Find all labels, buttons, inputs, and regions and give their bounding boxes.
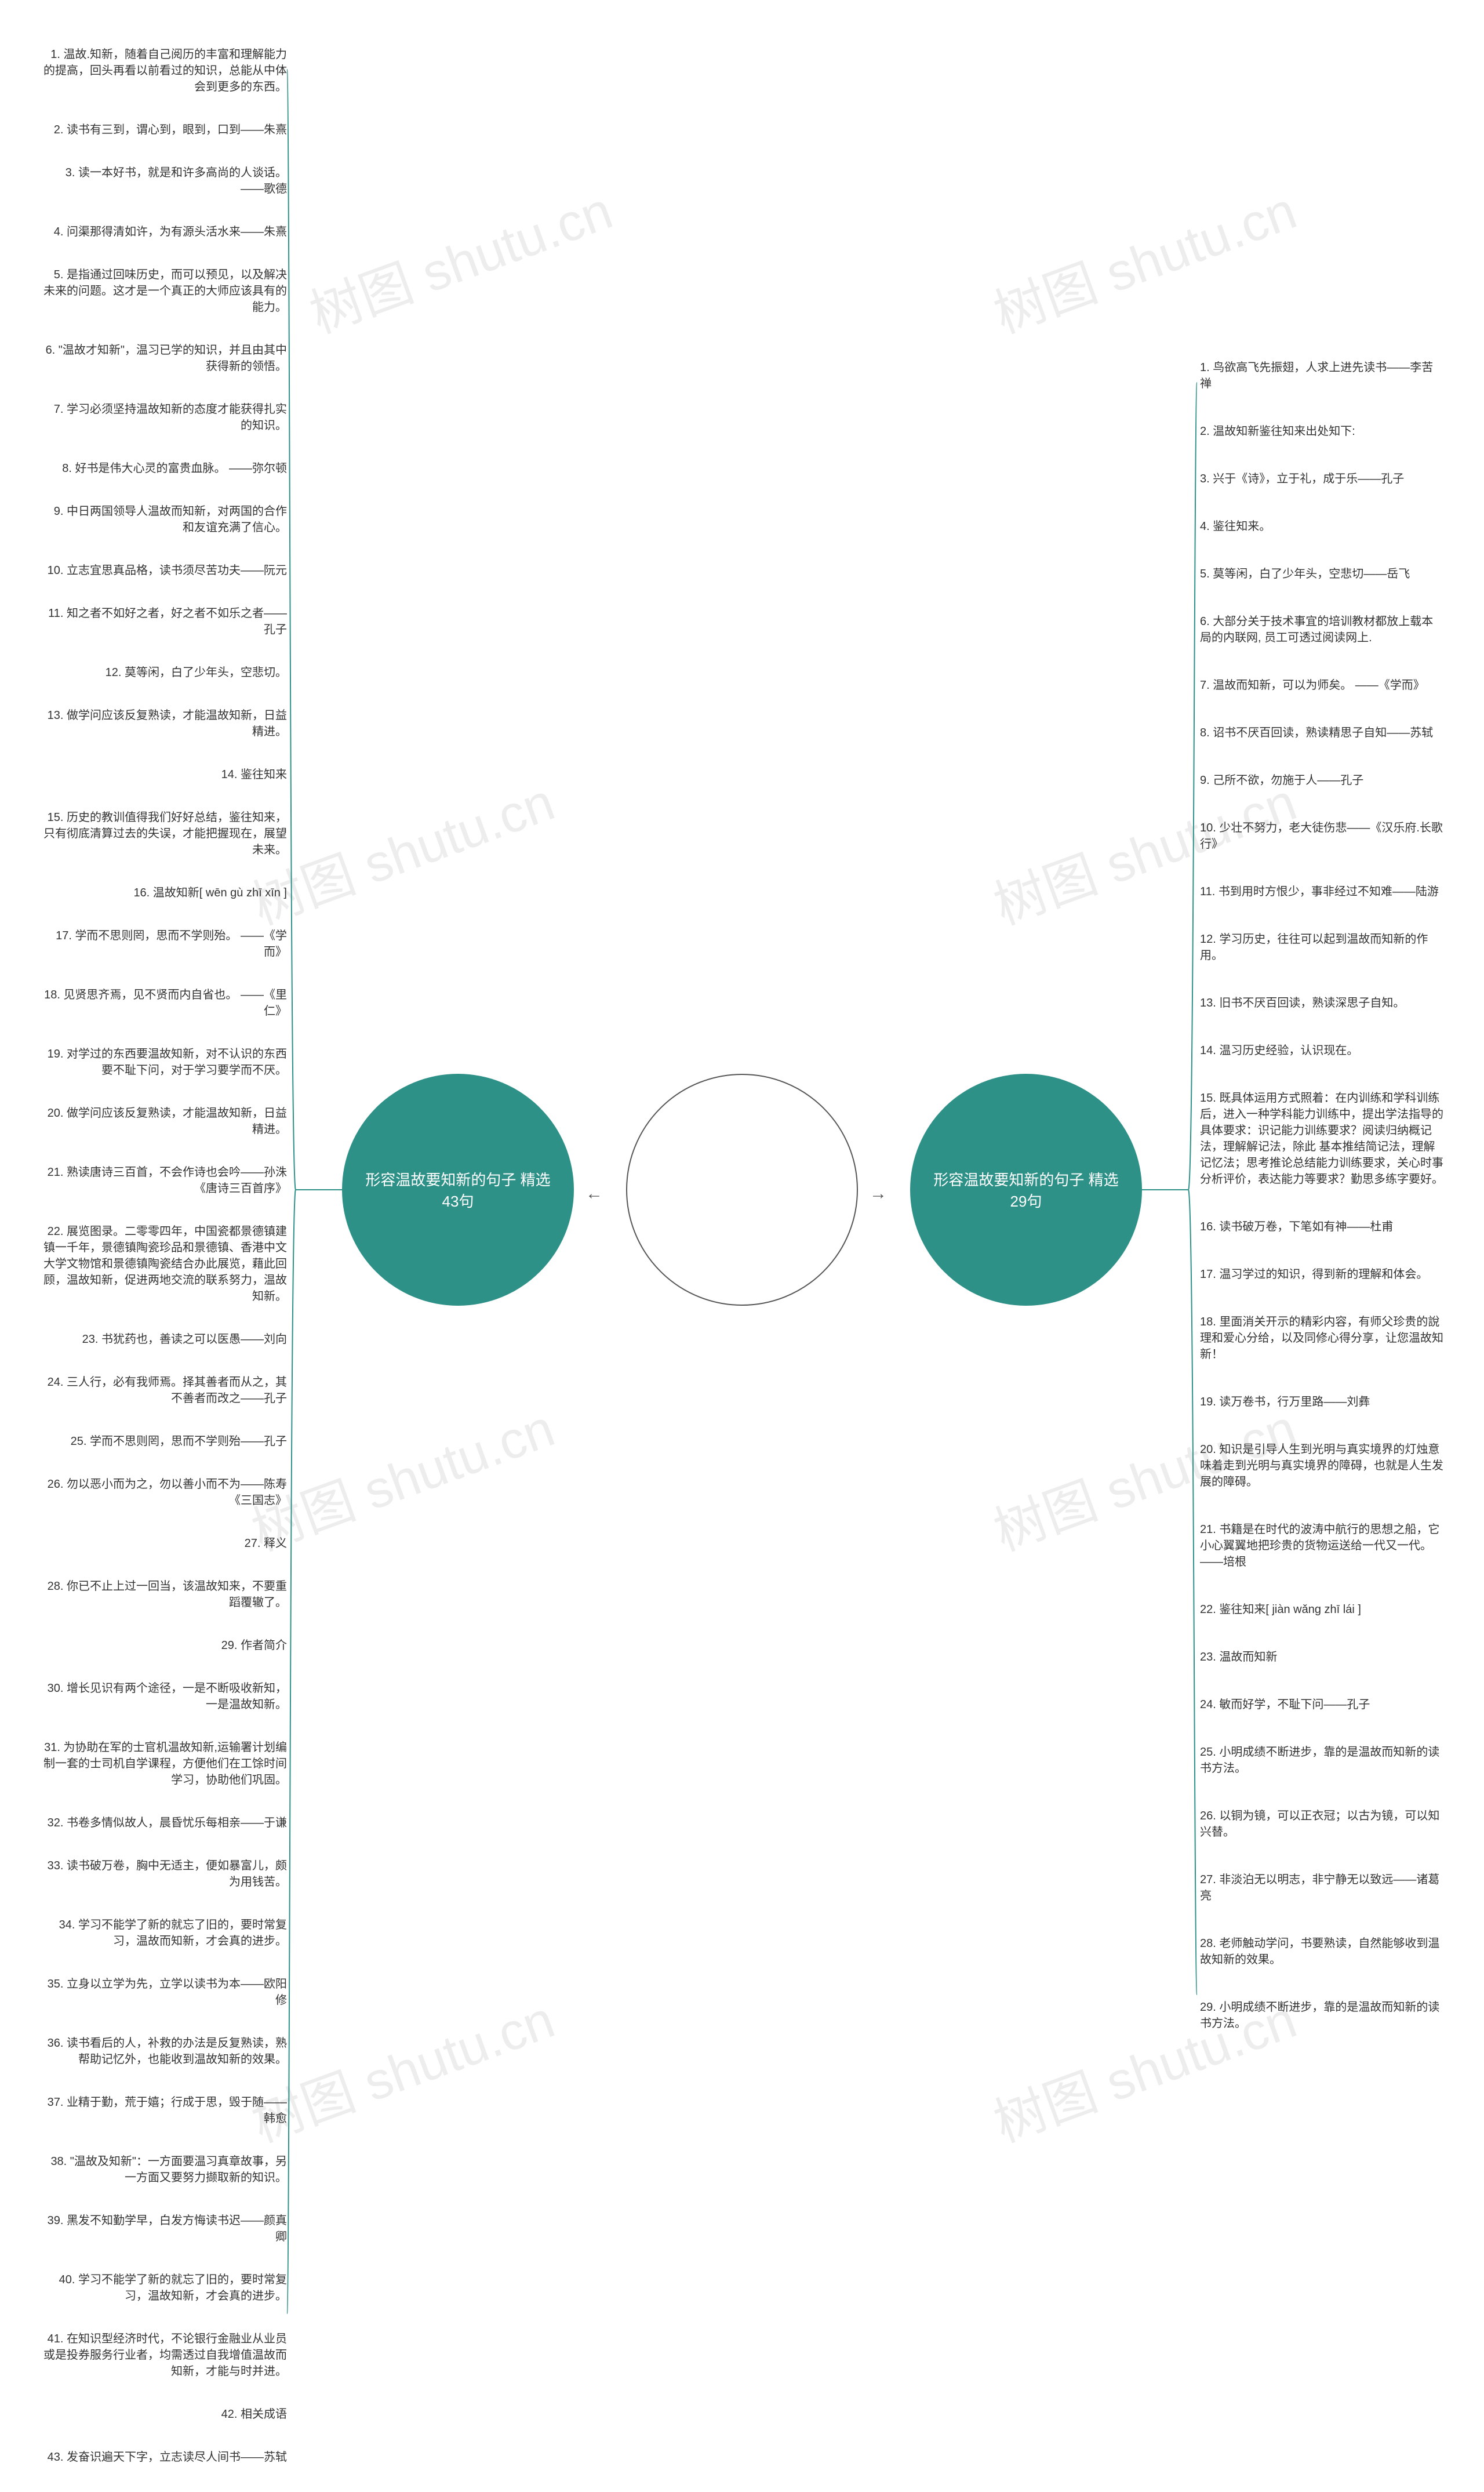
leaf-item: 4. 问渠那得清如许，为有源头活水来——朱熹 [43, 224, 287, 240]
leaf-item: 14. 温习历史经验，认识现在。 [1200, 1042, 1443, 1059]
watermark: 树图 shutu.cn [298, 169, 621, 348]
leaf-item: 27. 释义 [43, 1535, 287, 1552]
leaf-item: 40. 学习不能学了新的就忘了旧的，要时常复习，温故知新，才会真的进步。 [43, 2272, 287, 2304]
leaf-item: 26. 勿以恶小而为之，勿以善小而不为——陈寿《三国志》 [43, 1476, 287, 1509]
leaf-item: 37. 业精于勤，荒于嬉；行成于思，毁于随——韩愈 [43, 2094, 287, 2127]
leaf-item: 23. 温故而知新 [1200, 1649, 1443, 1665]
left-leaf-list: 1. 温故.知新，随着自己阅历的丰富和理解能力的提高，回头再看以前看过的知识，总… [43, 46, 287, 2492]
leaf-item: 7. 学习必须坚持温故知新的态度才能获得扎实的知识。 [43, 401, 287, 434]
leaf-item: 22. 鉴往知来[ jiàn wǎng zhī lái ] [1200, 1601, 1443, 1618]
leaf-item: 3. 读一本好书，就是和许多高尚的人谈话。——歌德 [43, 165, 287, 197]
arrow-right-icon: → [870, 1184, 887, 1204]
leaf-item: 29. 小明成绩不断进步，靠的是温故而知新的读书方法。 [1200, 1999, 1443, 2032]
leaf-item: 11. 书到用时方恨少，事非经过不知难——陆游 [1200, 884, 1443, 900]
leaf-item: 15. 既具体运用方式照着：在内训练和学科训练后，进入一种学科能力训练中，提出学… [1200, 1090, 1443, 1187]
leaf-item: 16. 温故知新[ wēn gù zhī xīn ] [43, 885, 287, 901]
leaf-item: 39. 黑发不知勤学早，白发方悔读书迟——颜真卿 [43, 2213, 287, 2245]
leaf-item: 1. 温故.知新，随着自己阅历的丰富和理解能力的提高，回头再看以前看过的知识，总… [43, 46, 287, 95]
leaf-item: 12. 学习历史，往往可以起到温故而知新的作用。 [1200, 931, 1443, 964]
leaf-item: 19. 读万卷书，行万里路——刘彝 [1200, 1394, 1443, 1410]
watermark: 树图 shutu.cn [240, 1386, 563, 1565]
right-leaf-list: 1. 鸟欲高飞先振翅，人求上进先读书——李苦禅 2. 温故知新鉴往知来出处知下: 3… [1200, 359, 1443, 2063]
leaf-item: 10. 少壮不努力，老大徒伤悲——《汉乐府.长歌行》 [1200, 820, 1443, 852]
leaf-item: 25. 学而不思则罔，思而不学则殆——孔子 [43, 1433, 287, 1450]
leaf-item: 2. 温故知新鉴往知来出处知下: [1200, 423, 1443, 439]
leaf-item: 25. 小明成绩不断进步，靠的是温故而知新的读书方法。 [1200, 1744, 1443, 1777]
leaf-item: 28. 老师触动学问，书要熟读，自然能够收到温故知新的效果。 [1200, 1935, 1443, 1968]
leaf-item: 13. 做学问应该反复熟读，才能温故知新，日益精进。 [43, 707, 287, 740]
leaf-item: 8. 好书是伟大心灵的富贵血脉。 ——弥尔顿 [43, 460, 287, 477]
leaf-item: 10. 立志宜思真品格，读书须尽苦功夫——阮元 [43, 562, 287, 579]
right-branch-label: 形容温故要知新的句子 精选29句 [928, 1168, 1125, 1211]
leaf-item: 30. 增长见识有两个途径，一是不断吸收新知，一是温故知新。 [43, 1680, 287, 1713]
leaf-item: 4. 鉴往知来。 [1200, 518, 1443, 535]
leaf-item: 27. 非淡泊无以明志，非宁静无以致远——诸葛亮 [1200, 1872, 1443, 1904]
leaf-item: 18. 里面消关开示的精彩内容，有师父珍贵的說理和爱心分给，以及同修心得分享，让… [1200, 1314, 1443, 1363]
leaf-item: 6. "温故才知新"，温习已学的知识，并且由其中获得新的领悟。 [43, 342, 287, 375]
leaf-item: 32. 书卷多情似故人，晨昏忧乐每相亲——于谦 [43, 1815, 287, 1831]
leaf-item: 33. 读书破万卷，胸中无适主，便如暴富儿，颇为用钱苦。 [43, 1858, 287, 1890]
leaf-item: 9. 己所不欲，勿施于人——孔子 [1200, 772, 1443, 789]
leaf-item: 17. 温习学过的知识，得到新的理解和体会。 [1200, 1266, 1443, 1283]
leaf-item: 2. 读书有三到，谓心到，眼到，口到——朱熹 [43, 122, 287, 138]
leaf-item: 41. 在知识型经济时代，不论银行金融业从业员或是投券服务行业者，均需透过自我增… [43, 2331, 287, 2380]
leaf-item: 9. 中日两国领导人温故而知新，对两国的合作和友谊充满了信心。 [43, 503, 287, 536]
leaf-item: 13. 旧书不厌百回读，熟读深思子自知。 [1200, 995, 1443, 1011]
leaf-item: 31. 为协助在军的士官机温故知新,运输署计划编制一套的士司机自学课程，方便他们… [43, 1739, 287, 1788]
leaf-item: 16. 读书破万卷，下笔如有神——杜甫 [1200, 1219, 1443, 1235]
watermark: 树图 shutu.cn [240, 760, 563, 939]
leaf-item: 12. 莫等闲，白了少年头，空悲切。 [43, 664, 287, 681]
leaf-item: 42. 相关成语 [43, 2406, 287, 2422]
leaf-item: 19. 对学过的东西要温故知新，对不认识的东西要不耻下问，对于学习要学而不厌。 [43, 1046, 287, 1078]
leaf-item: 14. 鉴往知来 [43, 767, 287, 783]
leaf-item: 8. 诏书不厌百回读，熟读精思子自知——苏轼 [1200, 725, 1443, 741]
leaf-item: 38. "温故及知新"：一方面要温习真章故事，另一方面又要努力撷取新的知识。 [43, 2153, 287, 2186]
leaf-item: 5. 莫等闲，白了少年头，空悲切——岳飞 [1200, 566, 1443, 582]
left-branch-node: 形容温故要知新的句子 精选43句 [342, 1074, 574, 1306]
leaf-item: 5. 是指通过回味历史，而可以预见，以及解决未来的问题。这才是一个真正的大师应该… [43, 267, 287, 315]
leaf-item: 15. 历史的教训值得我们好好总结，鉴往知来，只有彻底清算过去的失误，才能把握现… [43, 809, 287, 858]
leaf-item: 7. 温故而知新，可以为师矣。 ——《学而》 [1200, 677, 1443, 693]
watermark: 树图 shutu.cn [240, 1978, 563, 2157]
leaf-item: 21. 熟读唐诗三百首，不会作诗也会吟——孙洙《唐诗三百首序》 [43, 1164, 287, 1197]
center-node [626, 1074, 858, 1306]
leaf-item: 24. 三人行，必有我师焉。择其善者而从之，其不善者而改之——孔子 [43, 1374, 287, 1407]
leaf-item: 43. 发奋识遍天下字，立志读尽人间书——苏轼 [43, 2449, 287, 2465]
leaf-item: 36. 读书看后的人，补救的办法是反复熟读，熟帮助记忆外，也能收到温故知新的效果… [43, 2035, 287, 2068]
leaf-item: 29. 作者简介 [43, 1637, 287, 1654]
leaf-item: 3. 兴于《诗》，立于礼，成于乐——孔子 [1200, 471, 1443, 487]
leaf-item: 34. 学习不能学了新的就忘了旧的，要时常复习，温故而知新，才会真的进步。 [43, 1917, 287, 1949]
arrow-left-icon: ← [585, 1184, 603, 1204]
leaf-item: 20. 做学问应该反复熟读，才能温故知新，日益精进。 [43, 1105, 287, 1138]
leaf-item: 23. 书犹药也，善读之可以医愚——刘向 [43, 1331, 287, 1347]
leaf-item: 35. 立身以立学为先，立学以读书为本——欧阳修 [43, 1976, 287, 2008]
leaf-item: 17. 学而不思则罔，思而不学则殆。 ——《学而》 [43, 928, 287, 960]
leaf-item: 18. 见贤思齐焉，见不贤而内自省也。 ——《里仁》 [43, 987, 287, 1019]
leaf-item: 24. 敏而好学，不耻下问——孔子 [1200, 1697, 1443, 1713]
leaf-item: 20. 知识是引导人生到光明与真实境界的灯烛意味着走到光明与真实境界的障碍，也就… [1200, 1441, 1443, 1490]
right-branch-node: 形容温故要知新的句子 精选29句 [910, 1074, 1142, 1306]
leaf-item: 22. 展览图录。二零零四年，中国瓷都景德镇建镇一千年，景德镇陶瓷珍品和景德镇、… [43, 1223, 287, 1305]
leaf-item: 28. 你已不止上过一回当，该温故知来，不要重蹈覆辙了。 [43, 1578, 287, 1611]
watermark: 树图 shutu.cn [982, 169, 1305, 348]
leaf-item: 6. 大部分关于技术事宜的培训教材都放上载本局的内联网, 员工可透过阅读网上. [1200, 613, 1443, 646]
leaf-item: 21. 书籍是在时代的波涛中航行的思想之船，它小心翼翼地把珍贵的货物运送给一代又… [1200, 1521, 1443, 1570]
leaf-item: 1. 鸟欲高飞先振翅，人求上进先读书——李苦禅 [1200, 359, 1443, 392]
leaf-item: 11. 知之者不如好之者，好之者不如乐之者——孔子 [43, 605, 287, 638]
left-branch-label: 形容温故要知新的句子 精选43句 [359, 1168, 556, 1211]
leaf-item: 26. 以铜为镜，可以正衣冠；以古为镜，可以知兴替。 [1200, 1808, 1443, 1840]
